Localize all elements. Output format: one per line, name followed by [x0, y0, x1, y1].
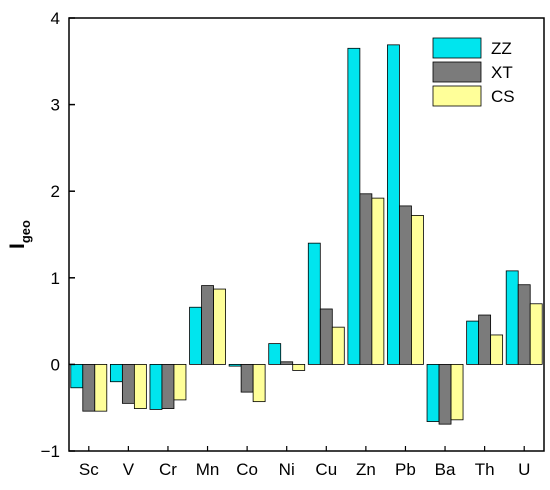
x-tick-label: Zn — [356, 460, 376, 479]
bar-zz-sc — [70, 363, 84, 389]
y-tick-label: 2 — [51, 182, 60, 201]
bar-zz-zn — [347, 47, 361, 365]
x-tick-label: Co — [236, 460, 258, 479]
bar-cs-sc — [94, 363, 108, 412]
y-tick-label: −1 — [41, 442, 60, 461]
y-tick-label: 1 — [51, 269, 60, 288]
x-tick-label: Ba — [435, 460, 456, 479]
bar-cs-cu — [331, 326, 345, 365]
bar-cs-ni — [292, 363, 306, 371]
bars-layer — [70, 44, 543, 425]
x-tick-label: Cu — [315, 460, 337, 479]
bar-xt-ni — [280, 361, 294, 365]
x-tick-label: Sc — [79, 460, 99, 479]
plot-frame — [68, 17, 545, 452]
bar-zz-co — [228, 363, 242, 367]
bar-xt-sc — [82, 363, 96, 412]
x-tick-label: U — [518, 460, 530, 479]
bar-xt-mn — [201, 285, 214, 365]
bar-cs-pb — [411, 215, 424, 365]
x-tick-label: Ni — [279, 460, 295, 479]
bar-xt-co — [240, 363, 254, 393]
y-axis-label: Igeo — [6, 220, 33, 249]
bar-cs-co — [252, 363, 266, 403]
x-tick-label: V — [123, 460, 135, 479]
legend-label-xt: XT — [491, 63, 513, 82]
y-tick-label: 0 — [51, 355, 60, 374]
y-axis-label-main: I — [6, 243, 29, 249]
bar-xt-v — [121, 363, 135, 404]
bar-xt-cu — [319, 308, 333, 365]
bar-cs-cr — [173, 363, 187, 401]
bar-zz-cr — [149, 363, 163, 410]
bar-xt-ba — [438, 363, 452, 425]
bar-zz-v — [109, 363, 123, 383]
y-axis-label-subscript: geo — [18, 220, 33, 243]
bar-zz-u — [505, 270, 519, 365]
legend-swatch-xt — [432, 61, 482, 83]
bar-xt-th — [478, 314, 492, 365]
legend-label-zz: ZZ — [491, 39, 512, 58]
bar-xt-cr — [161, 363, 175, 409]
bar-cs-mn — [213, 288, 226, 365]
x-tick-label: Mn — [196, 460, 220, 479]
legend-label-cs: CS — [491, 87, 515, 106]
x-tick-label: Th — [475, 460, 495, 479]
legend-swatch-cs — [432, 85, 482, 107]
bar-zz-pb — [387, 44, 400, 365]
bar-xt-zn — [359, 193, 373, 365]
bar-zz-th — [466, 320, 480, 365]
bar-xt-u — [517, 284, 531, 365]
bar-cs-zn — [371, 197, 385, 365]
bar-xt-pb — [399, 205, 412, 365]
x-axis-ticks: Sc V Cr Mn Co Ni Cu Zn Pb Ba Th U — [79, 446, 530, 479]
bar-cs-v — [133, 363, 147, 409]
y-tick-label: 3 — [51, 96, 60, 115]
x-tick-label: Cr — [159, 460, 177, 479]
bar-zz-ni — [268, 343, 282, 365]
y-tick-label: 4 — [51, 9, 60, 28]
bar-zz-mn — [189, 306, 202, 365]
legend: ZZ XT CS — [432, 37, 515, 107]
y-axis-ticks: −1 0 1 2 3 4 — [41, 9, 75, 461]
bar-zz-ba — [426, 363, 440, 422]
bar-zz-cu — [307, 242, 321, 365]
x-tick-label: Pb — [395, 460, 416, 479]
bar-cs-u — [529, 303, 543, 365]
bar-cs-th — [490, 334, 504, 365]
bar-cs-ba — [450, 363, 464, 421]
legend-swatch-zz — [432, 37, 482, 59]
